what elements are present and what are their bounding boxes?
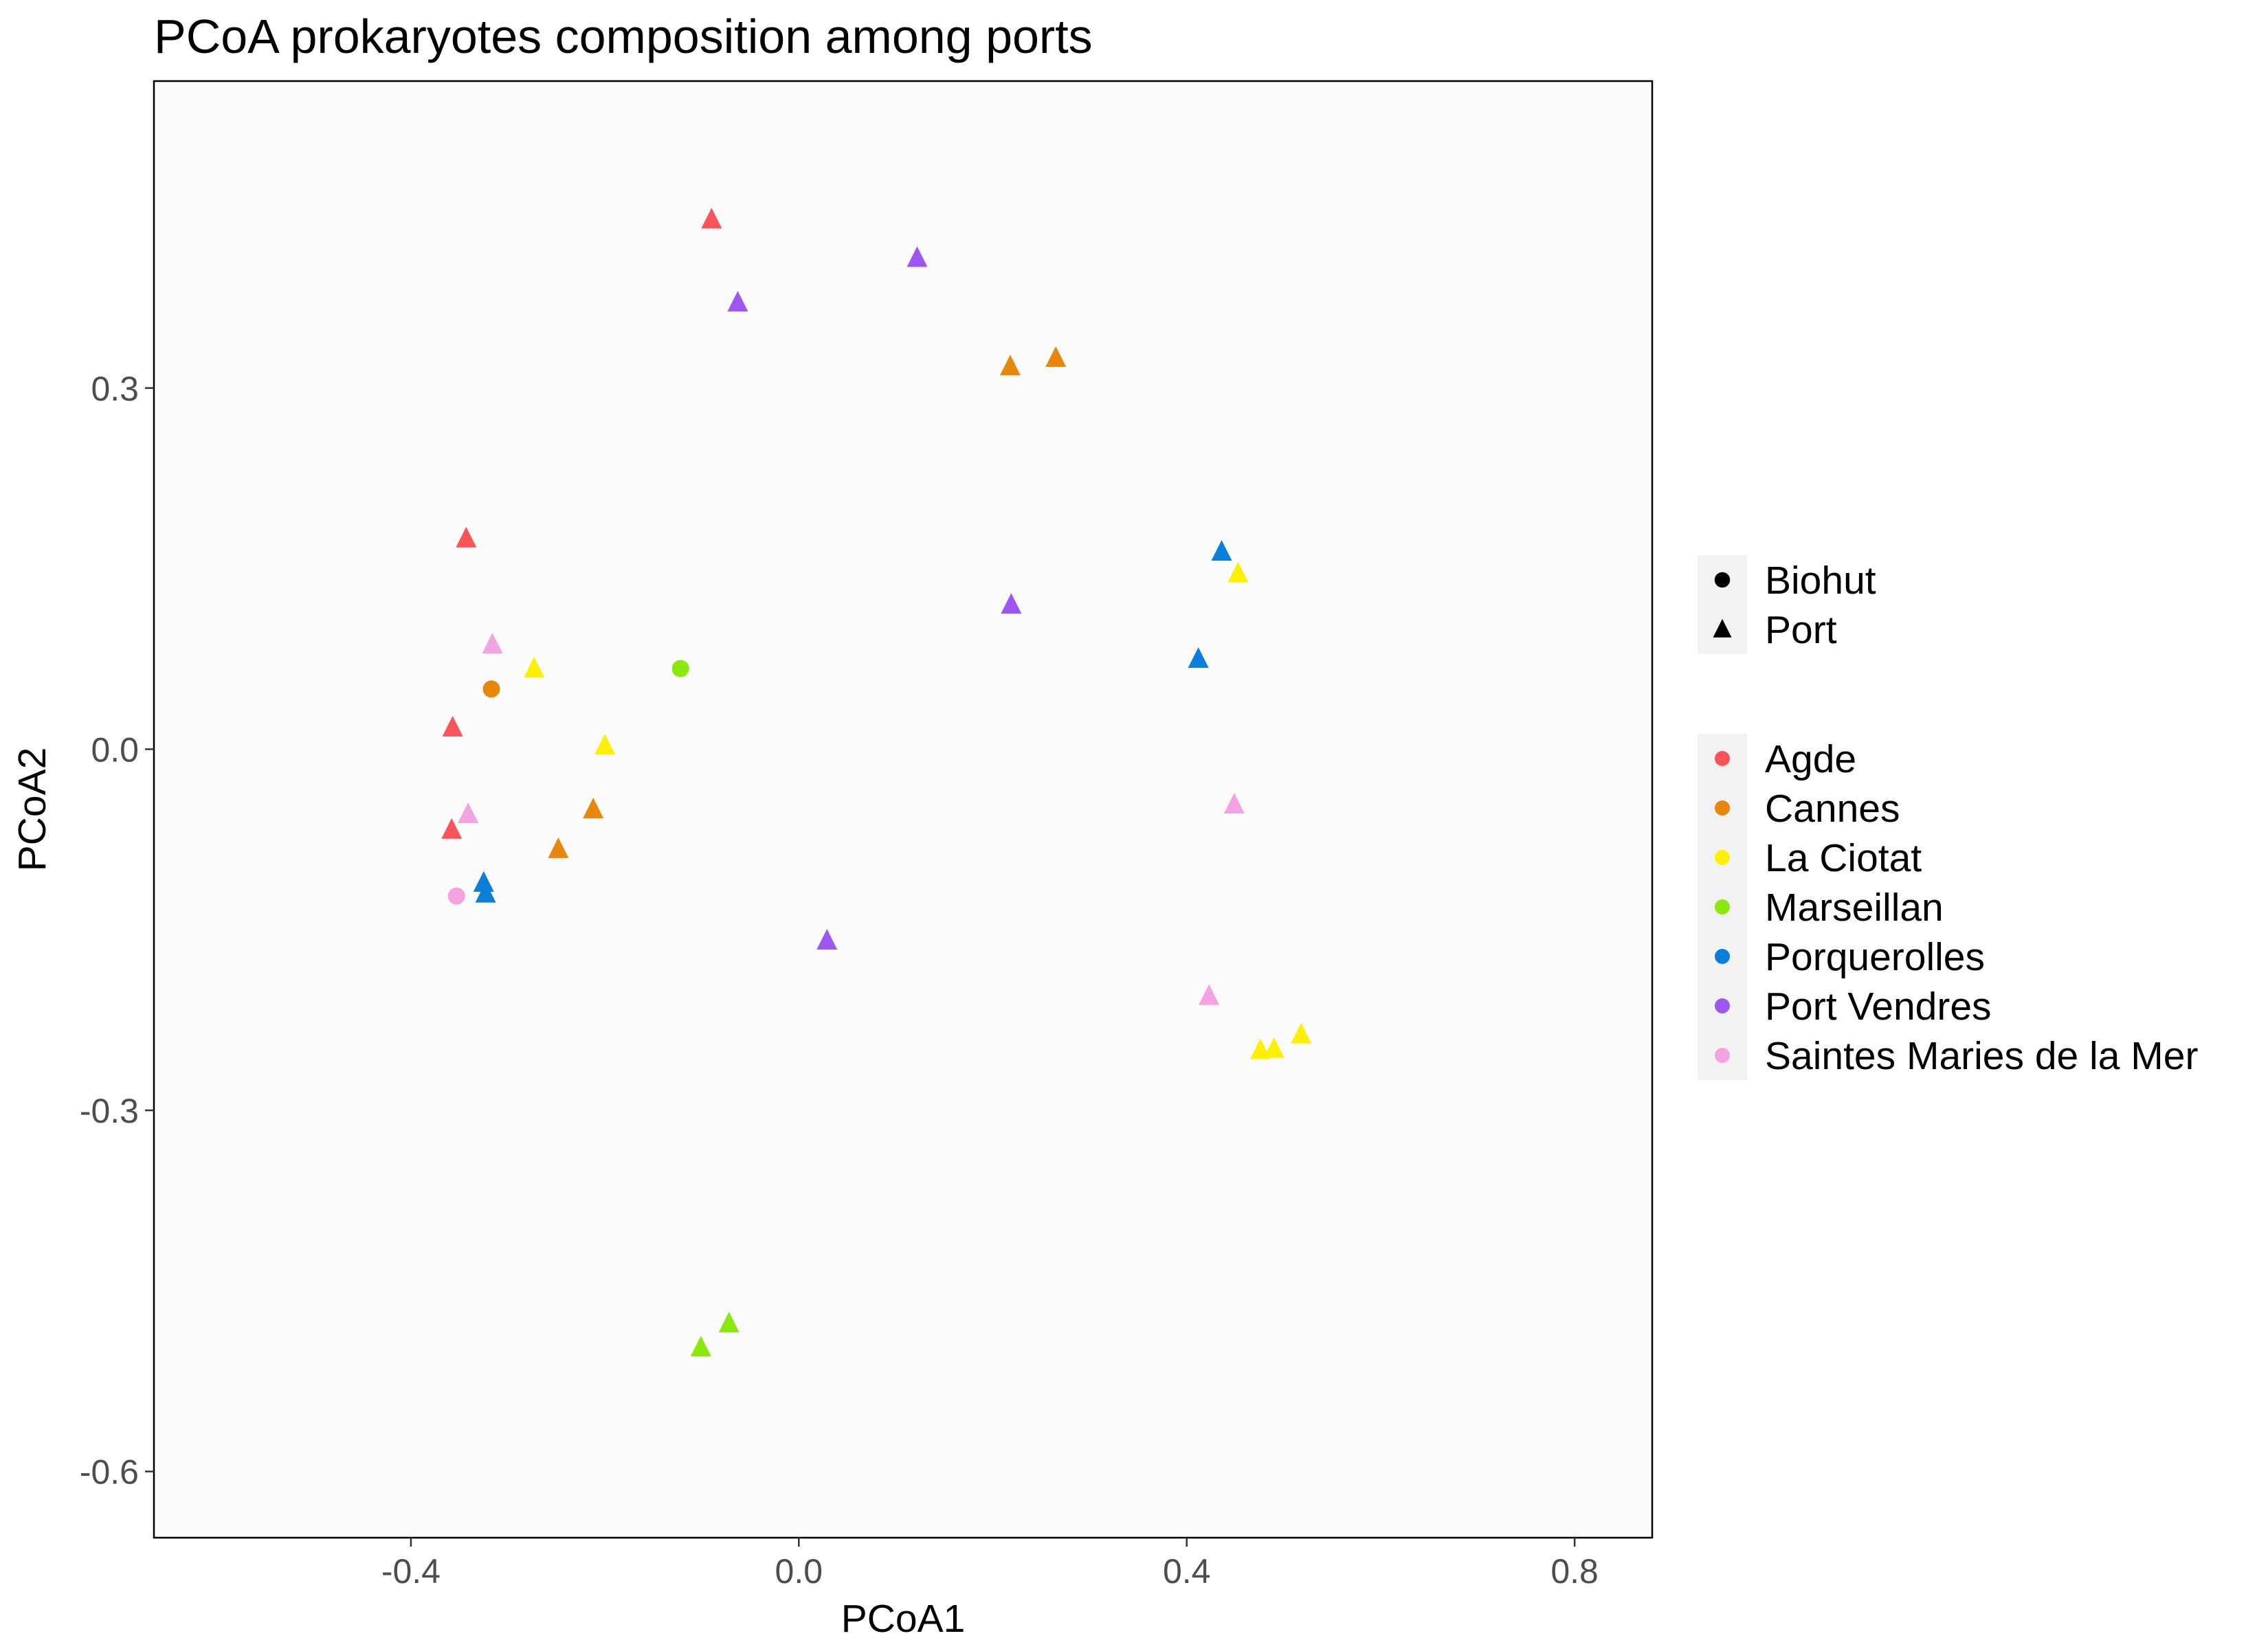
data-point (1211, 540, 1232, 561)
legend-label: Porquerolles (1765, 935, 1985, 979)
data-point (1188, 647, 1209, 668)
data-point (1223, 792, 1245, 814)
data-point (583, 798, 604, 818)
data-point (1227, 561, 1249, 583)
data-point (816, 928, 838, 950)
legend-key-color (1715, 850, 1730, 865)
legend-label: Biohut (1765, 559, 1876, 603)
y-tick-label: 0.3 (91, 370, 139, 408)
legend-label: Port Vendres (1765, 985, 1992, 1029)
y-axis-title: PCoA2 (10, 748, 54, 872)
data-point (447, 887, 465, 905)
x-tick-label: 0.0 (775, 1552, 823, 1591)
data-points (441, 207, 1312, 1357)
shape-legend-key-background (1698, 555, 1747, 654)
data-point (482, 632, 503, 653)
data-point (999, 355, 1021, 376)
data-point (1291, 1022, 1312, 1044)
plot-panel (153, 80, 1654, 1539)
data-point (475, 882, 496, 903)
data-point (690, 1336, 711, 1357)
legend-key-color (1715, 899, 1730, 915)
data-point (548, 837, 569, 858)
data-point (727, 291, 748, 312)
legend-label: Port (1765, 608, 1837, 652)
data-point (482, 680, 500, 698)
data-point (1249, 1038, 1271, 1059)
y-tick-label: 0.0 (91, 730, 139, 769)
data-point (671, 660, 689, 677)
legend-key-color (1715, 751, 1730, 766)
y-tick-label: -0.3 (80, 1092, 139, 1130)
legend-label: Cannes (1765, 787, 1900, 831)
legend-key-color (1715, 949, 1730, 964)
data-point (718, 1312, 740, 1333)
x-tick-label: 0.8 (1550, 1552, 1599, 1591)
data-point (473, 871, 494, 892)
data-point (1199, 984, 1220, 1005)
legend-key-color (1715, 1048, 1730, 1063)
x-tick-label: 0.4 (1163, 1552, 1211, 1591)
axis-ticks: -0.4 0.0 0.4 0.8 -0.6 -0.3 0.0 0.3 (80, 370, 1599, 1591)
chart-title: PCoA prokaryotes composition among ports (154, 10, 1093, 63)
data-point (1263, 1037, 1285, 1058)
data-point (458, 803, 479, 824)
data-point (594, 734, 616, 755)
y-tick-label: -0.6 (80, 1453, 139, 1492)
legend-key-color (1715, 998, 1730, 1013)
data-point (1001, 593, 1022, 614)
x-axis-title: PCoA1 (841, 1597, 966, 1641)
color-legend: Agde Cannes La Ciotat Marseillan Porquerolle… (1698, 734, 2198, 1080)
legend-label: Marseillan (1765, 886, 1944, 930)
data-point (456, 526, 477, 548)
data-point (1045, 346, 1067, 367)
legend-label: Saintes Maries de la Mer (1765, 1034, 2198, 1078)
legend-label: La Ciotat (1765, 836, 1922, 880)
data-point (907, 246, 928, 267)
legend-label: Agde (1765, 737, 1856, 781)
data-point (441, 818, 463, 839)
x-tick-label: -0.4 (381, 1552, 441, 1591)
legend-key-triangle (1713, 618, 1732, 638)
legend-key-circle (1714, 572, 1731, 588)
legend-key-color (1715, 800, 1730, 816)
shape-legend: Biohut Port (1698, 555, 1876, 654)
data-point (524, 657, 545, 678)
data-point (701, 207, 722, 229)
data-point (442, 715, 463, 737)
